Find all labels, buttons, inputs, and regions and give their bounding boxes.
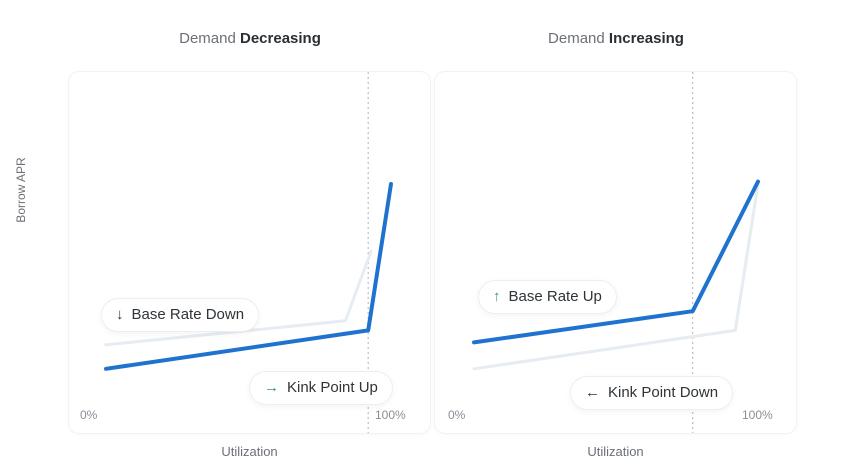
chart-title-increasing: Demand Increasing (548, 30, 684, 47)
arrow-up-icon: ↑ (493, 288, 501, 305)
arrow-right-icon: → (264, 379, 279, 396)
current-rate-line (472, 179, 760, 345)
annotation-kink-point-up: → Kink Point Up (250, 372, 392, 404)
x-tick-label-0: 0% (448, 408, 466, 422)
x-tick-label-0: 0% (80, 408, 98, 422)
annotation-label: Kink Point Up (287, 379, 378, 396)
x-axis-label-right: Utilization (587, 444, 644, 459)
annotation-base-rate-up: ↑ Base Rate Up (479, 281, 616, 313)
arrow-left-icon: ← (585, 384, 600, 401)
current-rate-line (104, 182, 393, 371)
arrow-down-icon: ↓ (116, 306, 124, 323)
previous-rate-line (104, 249, 373, 347)
annotation-kink-point-down: ← Kink Point Down (571, 377, 733, 409)
chart-title-decreasing: Demand Decreasing (179, 30, 321, 47)
x-tick-label-100: 100% (375, 408, 406, 422)
annotation-label: Kink Point Down (608, 384, 719, 401)
annotation-label: Base Rate Up (508, 288, 602, 305)
x-tick-label-100: 100% (742, 408, 773, 422)
previous-rate-line (472, 182, 760, 371)
annotation-label: Base Rate Down (131, 306, 245, 323)
x-axis-label-left: Utilization (221, 444, 278, 459)
chart-panel-increasing (435, 72, 796, 433)
annotation-base-rate-down: ↓ Base Rate Down (102, 299, 259, 331)
